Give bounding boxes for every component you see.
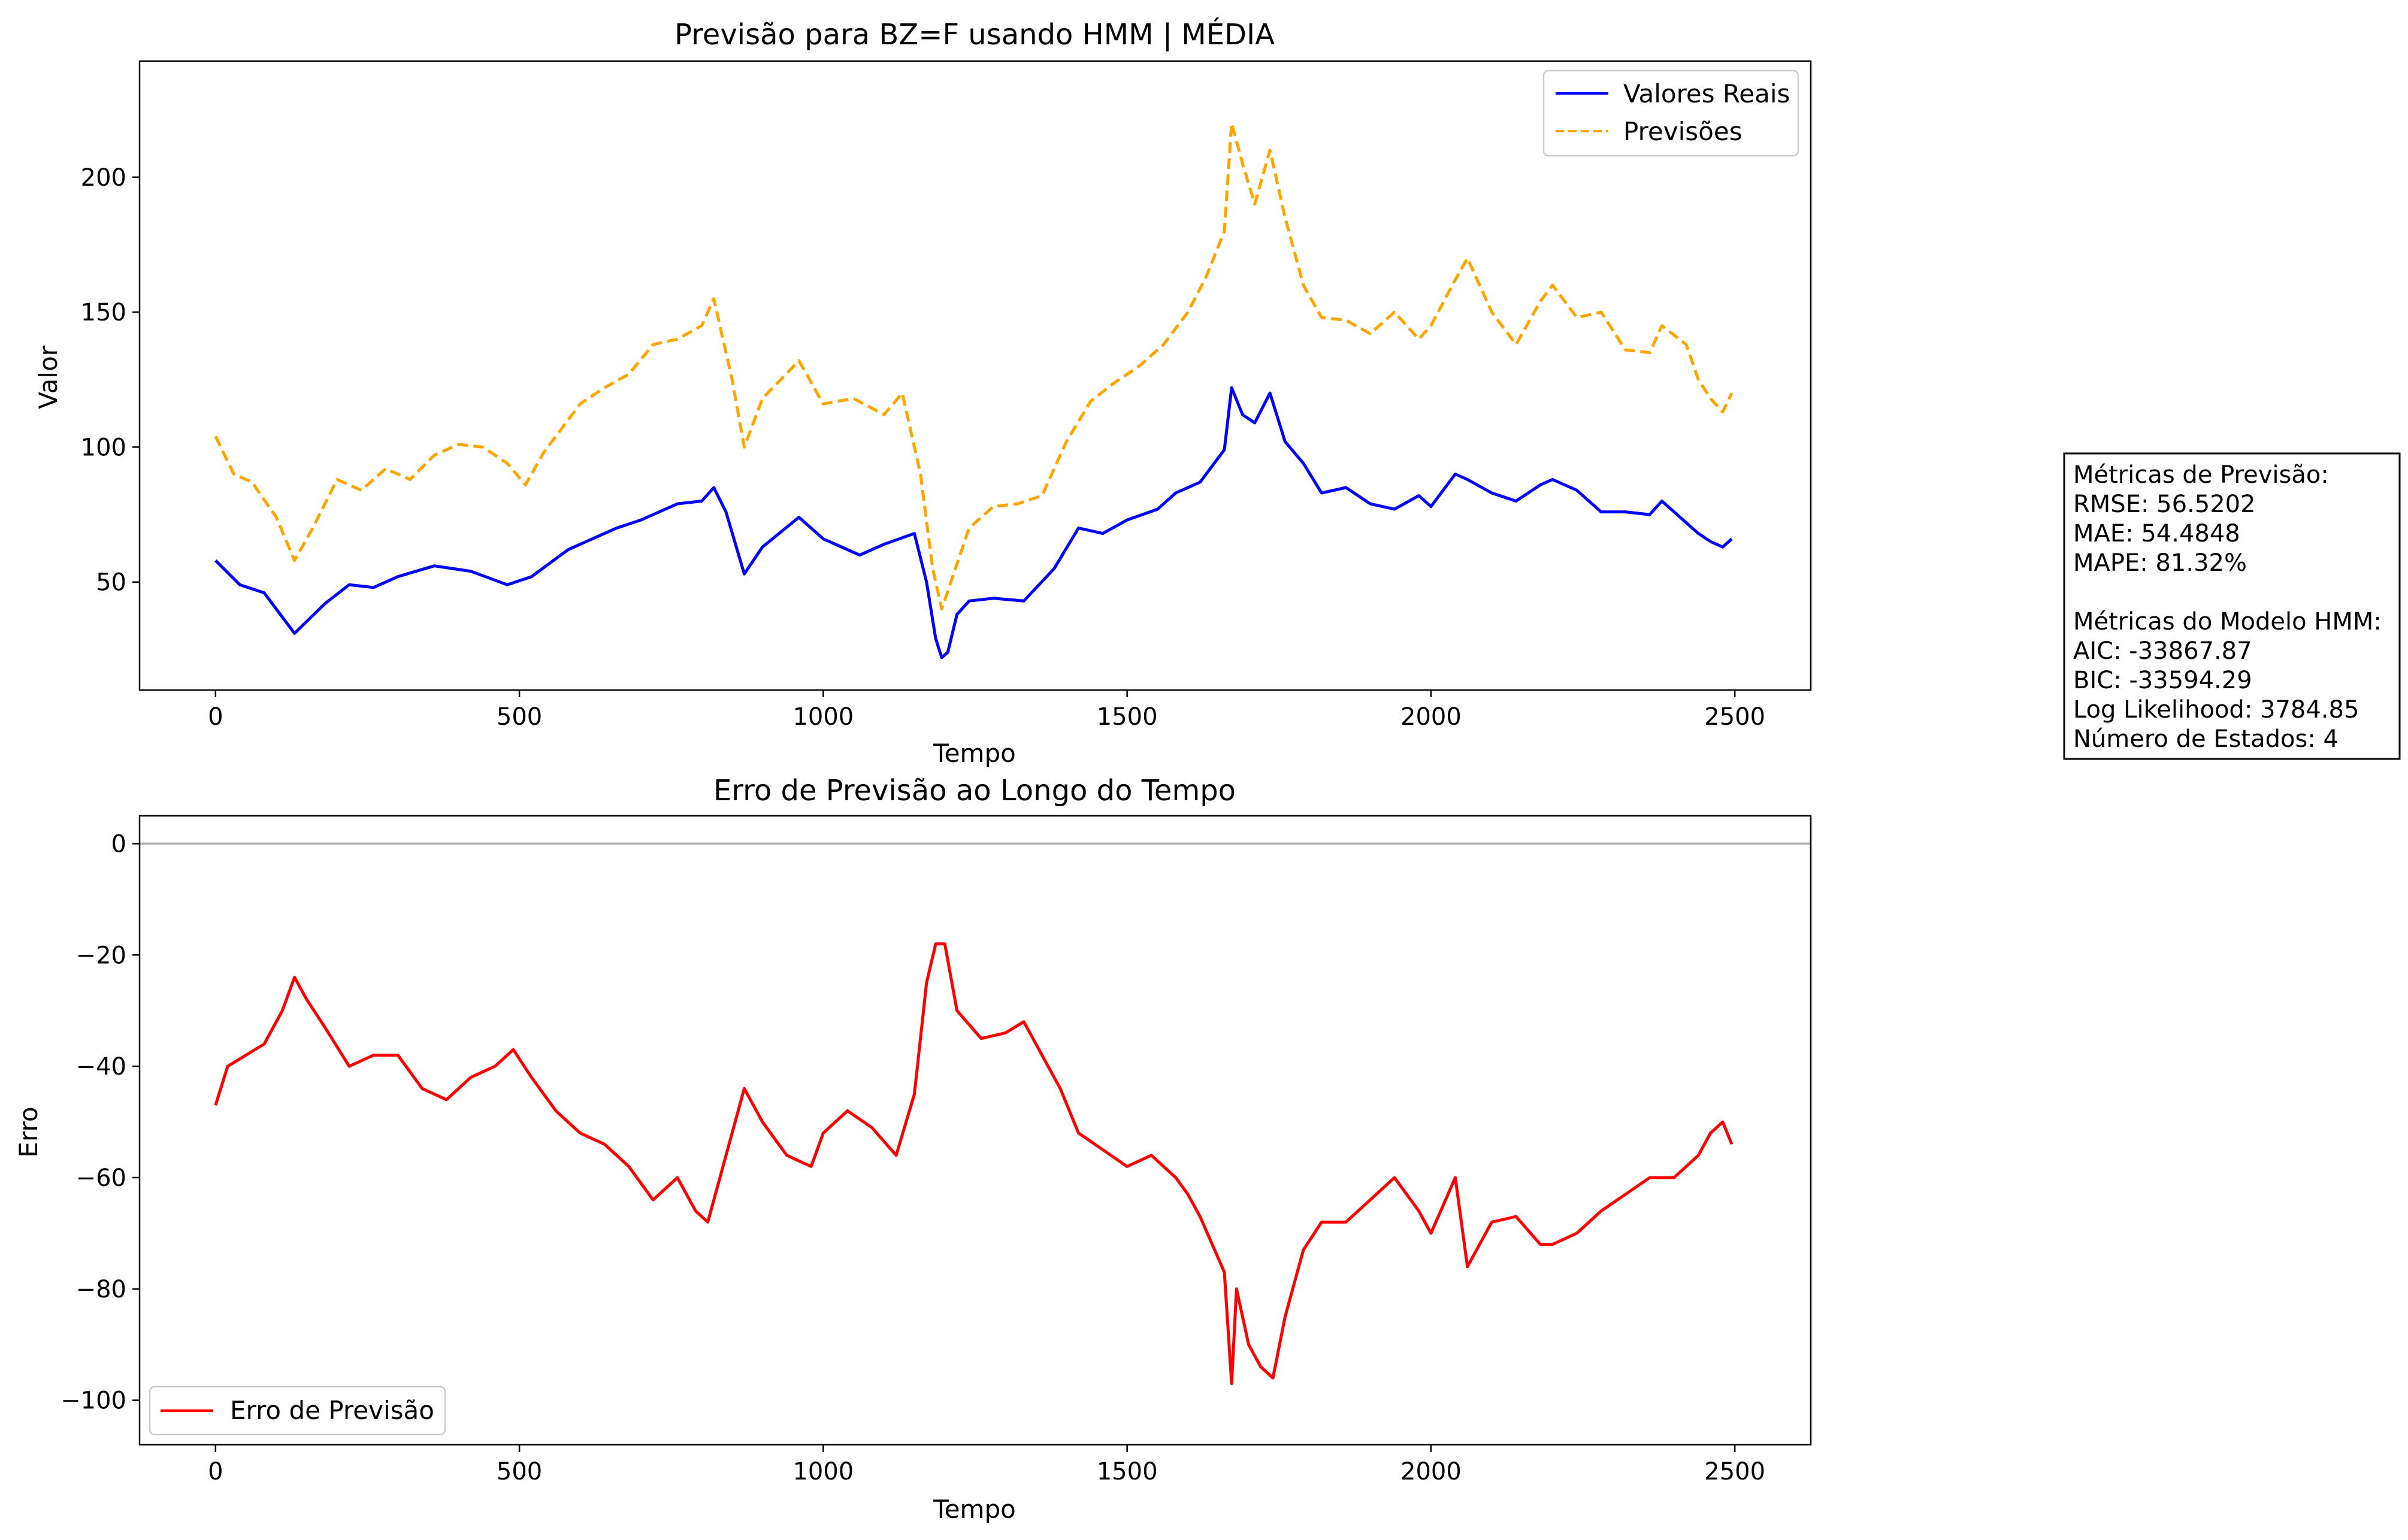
error-y-ticks: 0 −20 −40 −60 −80 −100 [60, 830, 140, 1415]
error-series-lines [214, 942, 1734, 1385]
x-tick-label: 500 [497, 1458, 542, 1485]
y-tick-label: 200 [81, 164, 126, 192]
forecast-x-ticks: 0 500 1000 1500 2000 2500 [208, 690, 1765, 731]
error-plot-frame [138, 815, 1812, 1446]
error-chart-title: Erro de Previsão ao Longo do Tempo [713, 774, 1236, 807]
forecast-legend-frame [1542, 69, 1799, 157]
y-tick-label: 150 [81, 299, 126, 326]
forecast-y-ticks: 50 100 150 200 [81, 164, 140, 597]
y-tick-label: −20 [76, 942, 126, 969]
error-legend: Erro de Previsão [149, 1385, 446, 1436]
y-tick-label: 50 [96, 569, 126, 597]
legend-label-previsoes: Previsões [1623, 117, 1743, 146]
y-tick-label: −80 [76, 1276, 126, 1303]
y-tick-label: 100 [81, 434, 126, 461]
metrics-line: Métricas de Previsão: [2073, 461, 2329, 489]
series-line-previsoes [214, 122, 1734, 611]
chart-title: Previsão para BZ=F usando HMM | MÉDIA [674, 17, 1275, 52]
x-tick-label: 1000 [792, 703, 854, 731]
y-tick-label: −40 [76, 1053, 126, 1081]
error-legend-frame [149, 1385, 446, 1436]
x-tick-label: 500 [497, 703, 542, 731]
metrics-frame [2063, 452, 2401, 760]
error-x-ticks: 0 500 1000 1500 2000 2500 [208, 1445, 1765, 1485]
metrics-line: RMSE: 56.5202 [2073, 491, 2256, 518]
metrics-line: MAPE: 81.32% [2073, 549, 2247, 577]
x-tick-label: 2500 [1704, 1458, 1765, 1485]
series-line-valores-reais [214, 386, 1733, 659]
metrics-line: Métricas do Modelo HMM: [2073, 608, 2382, 636]
metrics-line: AIC: -33867.87 [2073, 637, 2252, 665]
x-tick-label: 1000 [792, 1458, 854, 1485]
y-tick-label: −100 [60, 1387, 126, 1415]
legend-label-valores-reais: Valores Reais [1623, 79, 1790, 108]
forecast-legend: Valores Reais Previsões [1542, 69, 1799, 157]
error-y-axis-label: Erro [14, 1106, 43, 1157]
metrics-line: Número de Estados: 4 [2073, 725, 2339, 753]
x-tick-label: 1500 [1097, 703, 1158, 731]
metrics-line: Log Likelihood: 3784.85 [2073, 696, 2359, 724]
y-tick-label: −60 [76, 1164, 126, 1192]
error-x-axis-label: Tempo [933, 1494, 1016, 1524]
metrics-line: BIC: -33594.29 [2073, 667, 2252, 694]
x-tick-label: 2000 [1400, 1458, 1462, 1485]
series-line-erro-de-previsao [214, 942, 1734, 1385]
x-tick-label: 1500 [1097, 1458, 1158, 1485]
x-tick-label: 2500 [1704, 703, 1765, 731]
error-chart: Erro de Previsão ao Longo do Tempo 0 500 1… [14, 774, 1812, 1524]
legend-label-erro: Erro de Previsão [230, 1396, 434, 1425]
forecast-x-axis-label: Tempo [933, 739, 1016, 768]
forecast-series-lines [214, 122, 1734, 659]
x-tick-label: 0 [208, 1458, 223, 1485]
forecast-y-axis-label: Valor [34, 345, 63, 409]
x-tick-label: 2000 [1400, 703, 1462, 731]
forecast-chart: Previsão para BZ=F usando HMM | MÉDIA 0 5… [34, 17, 1812, 768]
x-tick-label: 0 [208, 703, 223, 731]
metrics-line: MAE: 54.4848 [2073, 520, 2240, 547]
y-tick-label: 0 [111, 830, 126, 858]
forecast-plot-frame [138, 60, 1812, 691]
